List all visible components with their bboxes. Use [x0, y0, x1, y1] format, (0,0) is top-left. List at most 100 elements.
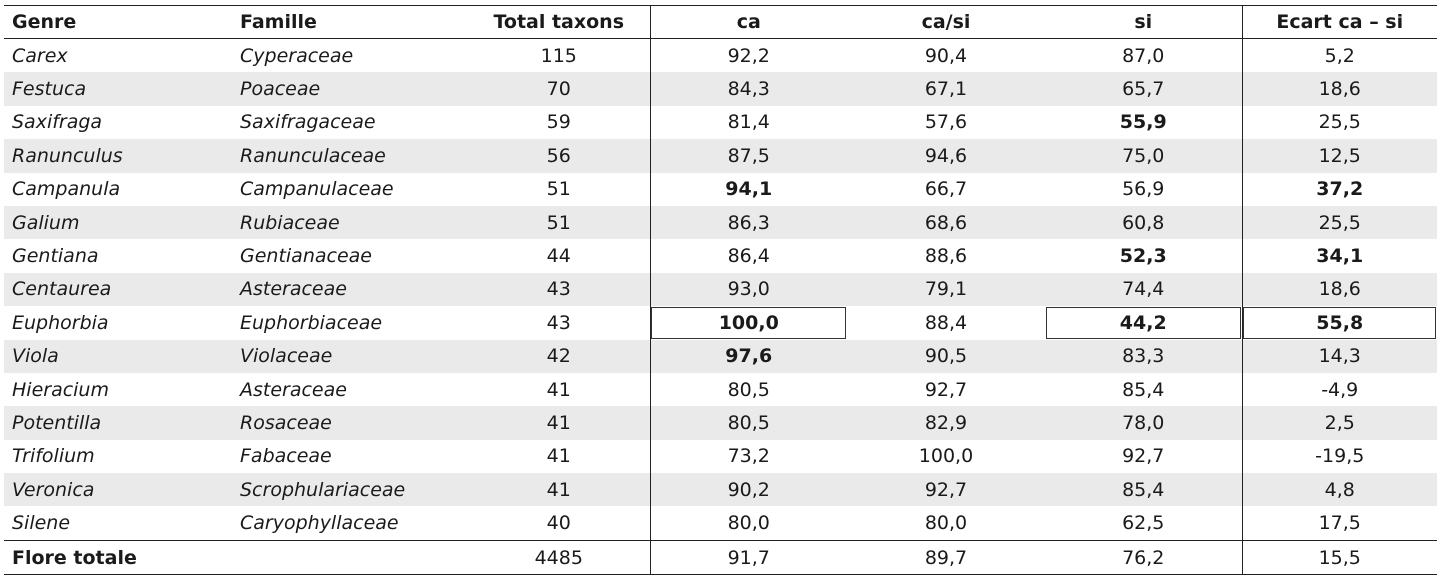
cell-ca-highlighted: 100,0 [650, 306, 847, 339]
cell-famille: Ranunculaceae [232, 139, 468, 173]
cell-genre: Silene [12, 512, 71, 535]
cell-ca-si: 90,5 [847, 339, 1045, 373]
cell-genre: Festuca [4, 72, 232, 106]
cell-genre: Veronica [4, 473, 232, 507]
cell-genre: Centaurea [4, 272, 232, 307]
cell-ca: 80,5 [727, 378, 770, 401]
cell-famille: Euphorbiaceae [240, 311, 383, 334]
cell-total: 115 [468, 38, 651, 73]
cell-famille [232, 540, 468, 575]
cell-ecart: 37,2 [1316, 178, 1364, 201]
cell-ca: 80,5 [650, 406, 847, 440]
cell-si: 83,3 [1045, 339, 1243, 373]
cell-famille: Caryophyllaceae [240, 512, 399, 535]
cell-genre: Viola [4, 339, 232, 373]
cell-total: 41 [468, 406, 651, 440]
cell-ca-si: 92,7 [924, 378, 968, 401]
cell-ca-si: 66,7 [924, 178, 968, 201]
cell-famille: Asteraceae [232, 272, 468, 307]
cell-ca: 94,1 [725, 178, 773, 201]
cell-si: 85,4 [1045, 473, 1243, 507]
table-row: Viola Violaceae 42 97,6 90,5 83,3 14,3 [4, 339, 1437, 373]
total-row: Flore totale 4485 91,7 89,7 76,2 15,5 [4, 540, 1437, 575]
cell-ecart: 14,3 [1242, 339, 1437, 373]
cell-ca-si: 94,6 [847, 139, 1045, 173]
cell-ecart: 4,8 [1242, 473, 1437, 507]
cell-total: 59 [468, 105, 651, 140]
cell-total: 41 [468, 473, 651, 507]
cell-genre: Galium [4, 205, 232, 240]
cell-total: 51 [468, 172, 651, 206]
header-row: Genre Famille Total taxons ca ca/si si E… [4, 5, 1437, 39]
cell-total-label: Flore totale [4, 540, 232, 575]
cell-famille: Asteraceae [240, 378, 347, 401]
cell-si: 92,7 [1045, 439, 1243, 474]
header-total-taxons: Total taxons [468, 5, 651, 39]
cell-ca-si: 88,6 [924, 245, 968, 268]
cell-si-highlighted: 44,2 [1045, 306, 1243, 340]
cell-ecart: 18,6 [1242, 72, 1437, 106]
cell-ca: 81,4 [727, 111, 770, 134]
cell-ca: 86,3 [650, 205, 847, 240]
cell-famille: Violaceae [232, 339, 468, 373]
cell-ecart: -4,9 [1321, 378, 1359, 401]
table-row: Carex Cyperaceae 115 92,2 90,4 87,0 5,2 [4, 38, 1437, 73]
header-genre: Genre [12, 11, 77, 33]
cell-ecart: 12,5 [1242, 139, 1437, 173]
cell-ca: 92,2 [727, 44, 770, 67]
cell-ca: 90,2 [650, 473, 847, 507]
cell-genre: Euphorbia [12, 311, 109, 334]
cell-total: 4485 [468, 540, 651, 575]
cell-genre: Gentiana [12, 245, 99, 268]
cell-ecart: 17,5 [1318, 512, 1361, 535]
cell-ca: 97,6 [650, 339, 847, 373]
cell-si: 52,3 [1045, 239, 1243, 273]
cell-si: 87,0 [1045, 38, 1243, 73]
cell-si: 85,4 [1045, 372, 1243, 407]
cell-ca-si: 57,6 [924, 111, 968, 134]
cell-si: 74,4 [1045, 272, 1243, 307]
cell-ca: 91,7 [650, 540, 847, 575]
cell-ecart: 2,5 [1242, 406, 1437, 440]
cell-ca-si: 88,4 [924, 311, 968, 334]
table-row: Trifolium Fabaceae 41 73,2 100,0 92,7 -1… [4, 439, 1437, 474]
cell-famille: Gentianaceae [240, 245, 372, 268]
cell-ecart-highlighted: 55,8 [1242, 306, 1437, 339]
cell-total: 41 [468, 372, 651, 407]
cell-ca: 80,0 [727, 512, 770, 535]
table-row: Campanula Campanulaceae 51 94,1 66,7 56,… [4, 172, 1437, 206]
data-table: Genre Famille Total taxons ca ca/si si E… [4, 5, 1437, 575]
table-row: Silene Caryophyllaceae 40 80,0 80,0 62,5… [4, 506, 1437, 541]
cell-total: 42 [468, 339, 651, 373]
cell-ca: 73,2 [727, 445, 770, 468]
cell-total: 43 [468, 272, 651, 307]
cell-ca-si: 67,1 [847, 72, 1045, 106]
cell-ecart: 18,6 [1242, 272, 1437, 307]
cell-si: 62,5 [1045, 506, 1243, 541]
cell-ecart: 34,1 [1316, 245, 1364, 268]
cell-famille: Cyperaceae [240, 44, 354, 67]
cell-total: 70 [468, 72, 651, 106]
cell-genre: Carex [12, 44, 68, 67]
cell-total: 43 [468, 306, 651, 340]
cell-genre: Trifolium [12, 445, 95, 468]
cell-total: 51 [468, 205, 651, 240]
cell-si: 55,9 [1045, 105, 1243, 140]
cell-famille: Poaceae [232, 72, 468, 106]
cell-ca-si: 90,4 [924, 44, 968, 67]
cell-ca: 86,4 [727, 245, 770, 268]
cell-famille: Campanulaceae [240, 178, 394, 201]
cell-ca-si: 82,9 [847, 406, 1045, 440]
cell-ca-si: 80,0 [924, 512, 968, 535]
header-famille: Famille [240, 11, 317, 33]
cell-famille: Fabaceae [240, 445, 332, 468]
cell-ca: 93,0 [650, 272, 847, 307]
cell-ecart: 15,5 [1242, 540, 1437, 575]
cell-genre: Hieracium [12, 378, 109, 401]
table-row: Hieracium Asteraceae 41 80,5 92,7 85,4 -… [4, 372, 1437, 407]
cell-ecart: 25,5 [1242, 205, 1437, 240]
cell-total: 41 [468, 439, 651, 474]
table-row: Gentiana Gentianaceae 44 86,4 88,6 52,3 … [4, 239, 1437, 273]
cell-si: 60,8 [1045, 205, 1243, 240]
header-ecart: Ecart ca – si [1276, 11, 1404, 33]
